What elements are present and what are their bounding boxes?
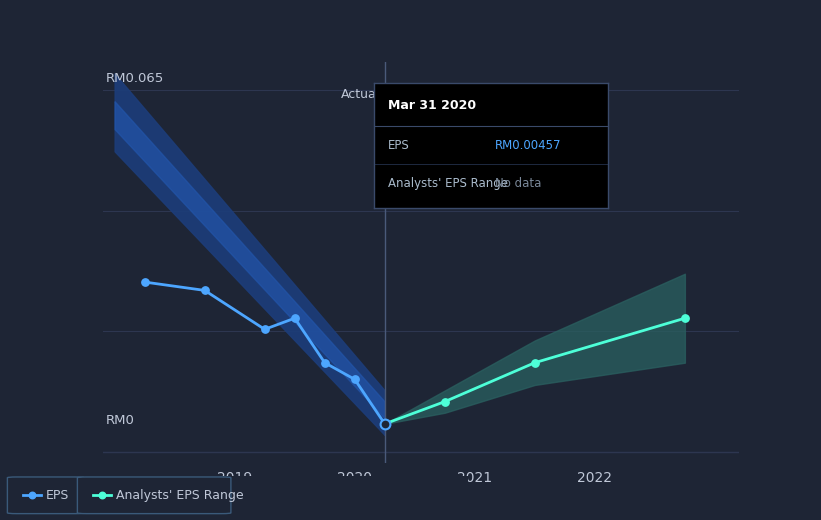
Text: Mar 31 2020: Mar 31 2020 [388,99,475,112]
Point [528,359,541,367]
Text: EPS: EPS [388,139,410,152]
FancyBboxPatch shape [7,477,85,514]
Point [96,491,109,499]
Text: RM0: RM0 [106,414,135,427]
Text: No data: No data [495,177,542,190]
Text: Analysts' EPS Range: Analysts' EPS Range [116,489,243,502]
Text: Analysts Forecasts: Analysts Forecasts [392,88,509,101]
Point [678,314,691,322]
Text: RM0.065: RM0.065 [106,72,164,85]
Point [319,359,332,367]
Text: RM0.00457: RM0.00457 [495,139,562,152]
Point [25,491,39,499]
Point [198,286,211,294]
Point [138,278,151,286]
Point [438,397,452,406]
Text: Analysts' EPS Range: Analysts' EPS Range [388,177,507,190]
Text: Actual: Actual [341,88,379,101]
Text: EPS: EPS [46,489,69,502]
Point [288,314,301,322]
Point [258,325,271,333]
Point [378,420,392,428]
Point [348,375,361,384]
FancyBboxPatch shape [77,477,231,514]
